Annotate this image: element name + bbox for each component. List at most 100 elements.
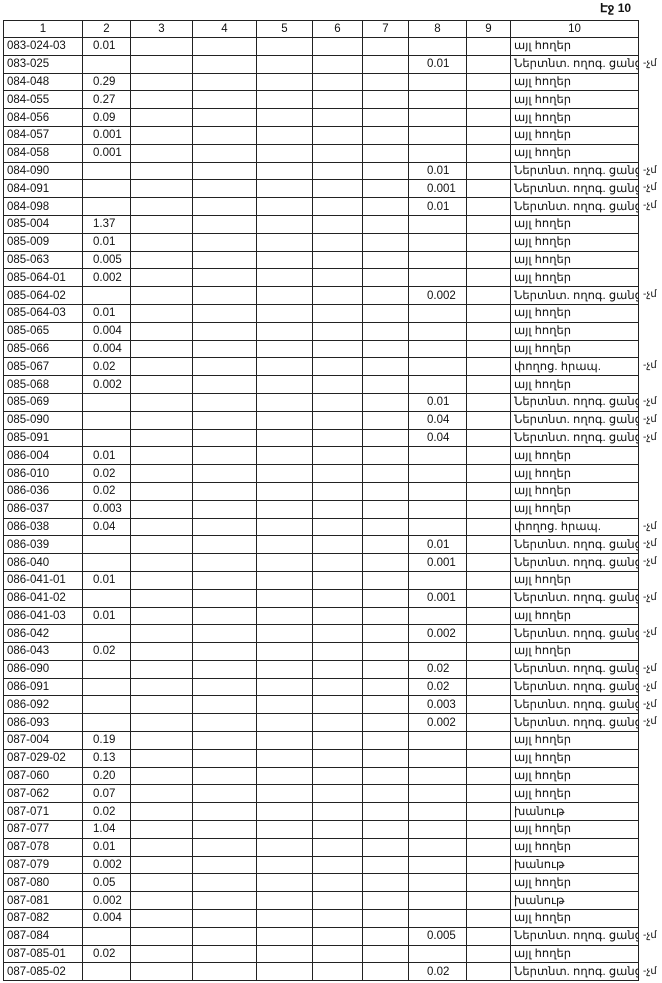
empty-cell xyxy=(256,873,313,893)
empty-cell xyxy=(130,375,193,394)
cell: 0.20 xyxy=(82,766,131,786)
empty-cell xyxy=(312,179,363,199)
cell: 084-057 xyxy=(3,125,83,145)
cell: 087-004 xyxy=(3,731,83,750)
empty-cell xyxy=(312,766,363,786)
empty-cell xyxy=(130,624,193,644)
empty-cell xyxy=(130,962,193,982)
empty-cell xyxy=(408,570,467,590)
empty-cell xyxy=(192,161,257,181)
empty-cell xyxy=(312,339,363,359)
cell: 0.001 xyxy=(408,553,467,572)
empty-cell xyxy=(256,410,313,430)
cell: 084-048 xyxy=(3,72,83,92)
cell: 0.02 xyxy=(82,642,131,661)
empty-cell xyxy=(312,375,363,394)
cell: 0.05 xyxy=(82,873,131,893)
empty-cell xyxy=(256,392,313,412)
empty-cell xyxy=(466,944,511,964)
empty-cell xyxy=(192,517,257,537)
cell: Ներտնտ. ողոգ. ցանց xyxy=(510,695,639,715)
empty-cell xyxy=(256,784,313,804)
empty-cell xyxy=(256,748,313,768)
empty-cell xyxy=(192,197,257,216)
table-row: 087-078 0.01 այլ հողեր xyxy=(3,837,639,857)
empty-cell xyxy=(82,588,131,608)
empty-cell xyxy=(256,766,313,786)
empty-cell xyxy=(362,108,409,127)
margin-note: -չմ xyxy=(643,164,657,176)
empty-cell xyxy=(362,659,409,679)
empty-cell xyxy=(312,784,363,804)
empty-cell xyxy=(312,820,363,839)
empty-cell xyxy=(466,410,511,430)
empty-cell xyxy=(362,410,409,430)
empty-cell xyxy=(312,891,363,911)
empty-cell xyxy=(130,108,193,127)
cell: 085-064-03 xyxy=(3,303,83,323)
cell: 0.01 xyxy=(82,446,131,466)
table-row: 085-090 0.04 Ներտնտ. ողոգ. ցանց xyxy=(3,410,639,430)
cell: 086-038 xyxy=(3,517,83,537)
empty-cell xyxy=(312,624,363,644)
empty-cell xyxy=(192,855,257,875)
empty-cell xyxy=(130,713,193,733)
empty-cell xyxy=(408,909,467,928)
cell: այլ հողեր xyxy=(510,820,639,839)
empty-cell xyxy=(192,464,257,483)
cell: 0.02 xyxy=(82,481,131,501)
empty-cell xyxy=(408,125,467,145)
empty-cell xyxy=(466,517,511,537)
empty-cell xyxy=(130,926,193,946)
cell: 085-091 xyxy=(3,428,83,448)
empty-cell xyxy=(130,250,193,270)
empty-cell xyxy=(466,535,511,555)
empty-cell xyxy=(408,766,467,786)
table-row: 084-090 0.01 Ներտնտ. ողոգ. ցանց xyxy=(3,161,639,181)
cell: 0.02 xyxy=(82,464,131,483)
table-row: 086-037 0.003 այլ հողեր xyxy=(3,499,639,519)
empty-cell xyxy=(256,37,313,56)
cell: 0.002 xyxy=(82,855,131,875)
table-row: 087-085-01 0.02 այլ հողեր xyxy=(3,944,639,964)
cell: այլ հողեր xyxy=(510,606,639,626)
empty-cell xyxy=(466,446,511,466)
empty-cell xyxy=(256,713,313,733)
empty-cell xyxy=(192,873,257,893)
empty-cell xyxy=(408,837,467,857)
cell: 0.01 xyxy=(82,837,131,857)
empty-cell xyxy=(466,820,511,839)
empty-cell xyxy=(256,642,313,661)
empty-cell xyxy=(362,428,409,448)
cell: Ներտնտ. ողոգ. ցանց xyxy=(510,286,639,305)
empty-cell xyxy=(130,909,193,928)
empty-cell xyxy=(408,820,467,839)
cell: այլ հողեր xyxy=(510,446,639,466)
cell: 086-041-02 xyxy=(3,588,83,608)
cell: Ներտնտ. ողոգ. ցանց xyxy=(510,713,639,733)
empty-cell xyxy=(408,944,467,964)
empty-cell xyxy=(362,642,409,661)
column-header: 10 xyxy=(510,20,639,38)
column-header: 4 xyxy=(192,20,257,38)
cell: 0.004 xyxy=(82,909,131,928)
empty-cell xyxy=(408,748,467,768)
empty-cell xyxy=(130,286,193,305)
empty-cell xyxy=(256,54,313,74)
empty-cell xyxy=(82,926,131,946)
empty-cell xyxy=(408,855,467,875)
empty-cell xyxy=(362,464,409,483)
margin-note: -չմ xyxy=(643,396,657,407)
empty-cell xyxy=(312,588,363,608)
empty-cell xyxy=(408,731,467,750)
cell: 084-058 xyxy=(3,143,83,163)
empty-cell xyxy=(362,731,409,750)
empty-cell xyxy=(312,161,363,181)
empty-cell xyxy=(192,232,257,252)
cell: Ներտնտ. ողոգ. ցանց xyxy=(510,535,639,555)
cell: 0.04 xyxy=(408,410,467,430)
empty-cell xyxy=(408,72,467,92)
table-row: 087-060 0.20 այլ հողեր xyxy=(3,766,639,786)
column-header: 5 xyxy=(256,20,313,38)
table-row: 085-065 0.004 այլ հողեր xyxy=(3,321,639,341)
